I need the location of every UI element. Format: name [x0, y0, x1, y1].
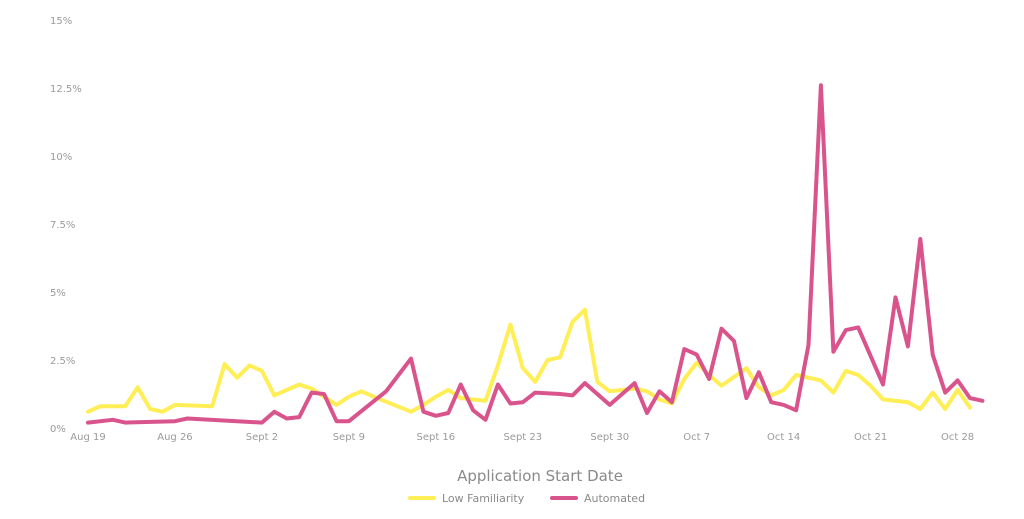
y-tick-label: 12.5%: [50, 84, 82, 95]
x-axis-title: Application Start Date: [457, 467, 623, 485]
series-line-automated: [86, 83, 985, 425]
x-tick-label: Sept 16: [416, 432, 455, 443]
x-tick-label: Sept 9: [333, 432, 365, 443]
x-tick-label: Oct 21: [854, 432, 887, 443]
series-line-low-familiarity: [86, 307, 972, 414]
x-tick-label: Sept 23: [503, 432, 542, 443]
x-tick-label: Oct 28: [941, 432, 974, 443]
x-tick-label: Oct 7: [683, 432, 710, 443]
series-lines: [86, 83, 985, 425]
x-tick-label: Oct 14: [767, 432, 800, 443]
x-tick-label: Aug 26: [157, 432, 192, 443]
x-axis-ticks: Aug 19 Aug 26 Sept 2 Sept 9 Sept 16 Sept 23 Se…: [70, 432, 974, 443]
x-tick-label: Aug 19: [70, 432, 105, 443]
y-tick-label: 10%: [50, 152, 72, 163]
x-tick-label: Sept 30: [590, 432, 629, 443]
y-axis-ticks: 0% 2.5% 5% 7.5% 10% 12.5% 15%: [50, 16, 82, 435]
legend-label: Automated: [584, 492, 645, 505]
y-tick-label: 15%: [50, 16, 72, 27]
y-tick-label: 7.5%: [50, 220, 75, 231]
legend-label: Low Familiarity: [442, 492, 525, 505]
legend: Low Familiarity Automated: [408, 492, 645, 505]
y-tick-label: 2.5%: [50, 356, 75, 367]
y-tick-label: 5%: [50, 288, 66, 299]
y-tick-label: 0%: [50, 424, 66, 435]
x-tick-label: Sept 2: [246, 432, 278, 443]
